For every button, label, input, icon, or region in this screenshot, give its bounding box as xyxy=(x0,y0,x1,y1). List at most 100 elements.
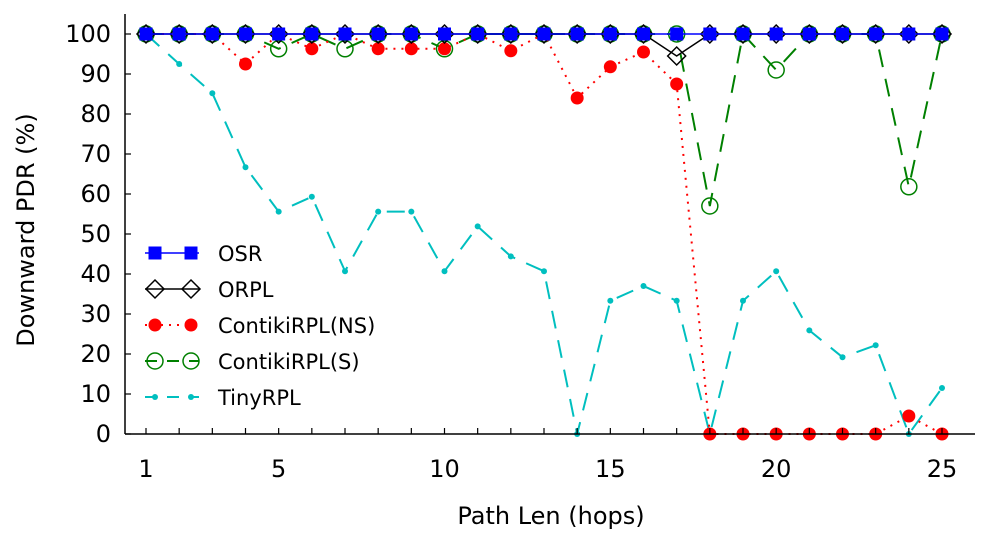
data-point xyxy=(336,40,354,58)
data-point xyxy=(740,297,746,304)
data-point xyxy=(769,27,783,41)
data-point xyxy=(371,27,385,41)
legend-marker xyxy=(180,278,202,300)
data-point xyxy=(139,27,153,41)
data-point xyxy=(172,27,186,41)
legend-item: ContikiRPL(S) xyxy=(145,350,360,374)
series-tinyrpl-group xyxy=(143,31,945,437)
y-tick-label: 70 xyxy=(80,140,111,168)
legend-label: ContikiRPL(S) xyxy=(218,350,360,374)
data-point xyxy=(607,297,614,304)
y-tick-label: 60 xyxy=(80,180,111,208)
data-point xyxy=(239,27,252,41)
legend-marker xyxy=(148,246,162,260)
data-point xyxy=(269,40,288,58)
x-tick-label: 5 xyxy=(271,455,286,483)
x-tick-label: 25 xyxy=(927,455,958,483)
data-point xyxy=(504,44,518,58)
y-tick-label: 50 xyxy=(80,220,111,248)
data-point xyxy=(637,45,650,59)
legend-item: ORPL xyxy=(144,278,274,302)
legend-marker xyxy=(184,318,198,332)
data-point xyxy=(537,27,551,41)
legend-label: ContikiRPL(NS) xyxy=(218,314,375,338)
y-axis-title: Downward PDR (%) xyxy=(12,113,40,346)
data-point xyxy=(375,208,382,215)
data-point xyxy=(902,27,916,41)
data-point xyxy=(308,193,315,200)
data-point xyxy=(507,253,514,260)
legend-item: ContikiRPL(NS) xyxy=(145,314,375,338)
data-point xyxy=(872,342,879,349)
data-point xyxy=(272,27,286,41)
data-point xyxy=(603,60,617,74)
data-point xyxy=(806,327,813,334)
series-layer xyxy=(135,23,953,441)
data-point xyxy=(404,27,418,41)
data-point xyxy=(209,90,216,97)
x-tick-label: 20 xyxy=(761,455,792,483)
data-point xyxy=(935,27,949,41)
data-point xyxy=(637,27,650,41)
data-point xyxy=(640,283,647,289)
data-point xyxy=(438,42,451,56)
data-point xyxy=(404,42,418,56)
x-tick-label: 10 xyxy=(429,455,460,483)
data-point xyxy=(767,61,785,79)
y-tick-label: 40 xyxy=(80,260,111,288)
data-point xyxy=(802,27,816,41)
legend: OSR ORPL ContikiRPL(NS) ContikiRPL(S) TinyRP… xyxy=(144,242,375,410)
data-point xyxy=(701,197,719,215)
data-point xyxy=(305,42,319,56)
legend-marker xyxy=(146,352,164,370)
legend-marker xyxy=(152,394,158,400)
legend-marker xyxy=(182,352,200,370)
data-point xyxy=(441,268,448,275)
y-tick-label: 30 xyxy=(80,300,111,328)
y-tick-label: 20 xyxy=(80,340,111,368)
data-point xyxy=(670,27,684,41)
data-point xyxy=(474,223,481,230)
series-line xyxy=(146,31,943,207)
data-point xyxy=(435,40,454,58)
data-point xyxy=(471,27,485,41)
data-point xyxy=(902,409,916,423)
data-point xyxy=(305,27,319,41)
x-tick-label: 1 xyxy=(138,455,153,483)
data-point xyxy=(541,268,547,275)
data-point xyxy=(603,27,617,41)
axes xyxy=(124,14,975,435)
data-point xyxy=(504,27,518,41)
data-point xyxy=(275,208,282,215)
data-point xyxy=(176,61,183,67)
legend-label: ORPL xyxy=(218,278,274,302)
legend-marker xyxy=(144,278,166,300)
y-tick-label: 10 xyxy=(80,380,111,408)
legend-marker xyxy=(184,246,198,260)
x-axis-title: Path Len (hops) xyxy=(457,502,644,530)
legend-item: TinyRPL xyxy=(145,386,301,410)
data-point xyxy=(836,27,849,41)
data-point xyxy=(736,27,750,41)
data-point xyxy=(205,27,219,41)
y-tick-label: 0 xyxy=(96,420,111,448)
data-point xyxy=(666,45,687,67)
series-line xyxy=(146,32,943,435)
data-point xyxy=(673,297,680,304)
data-point xyxy=(900,178,918,196)
data-point xyxy=(338,27,352,41)
data-point xyxy=(869,27,883,41)
y-tick-label: 90 xyxy=(80,60,111,88)
data-point xyxy=(839,354,846,361)
series-line xyxy=(145,33,943,437)
data-point xyxy=(438,27,451,41)
data-point xyxy=(570,27,584,41)
data-point xyxy=(939,385,945,391)
data-point xyxy=(371,42,385,56)
legend-marker xyxy=(188,394,194,400)
legend-label: OSR xyxy=(218,242,262,266)
x-tick-label: 15 xyxy=(595,455,626,483)
series-osr-group xyxy=(139,27,949,41)
y-tick-label: 80 xyxy=(80,100,111,128)
